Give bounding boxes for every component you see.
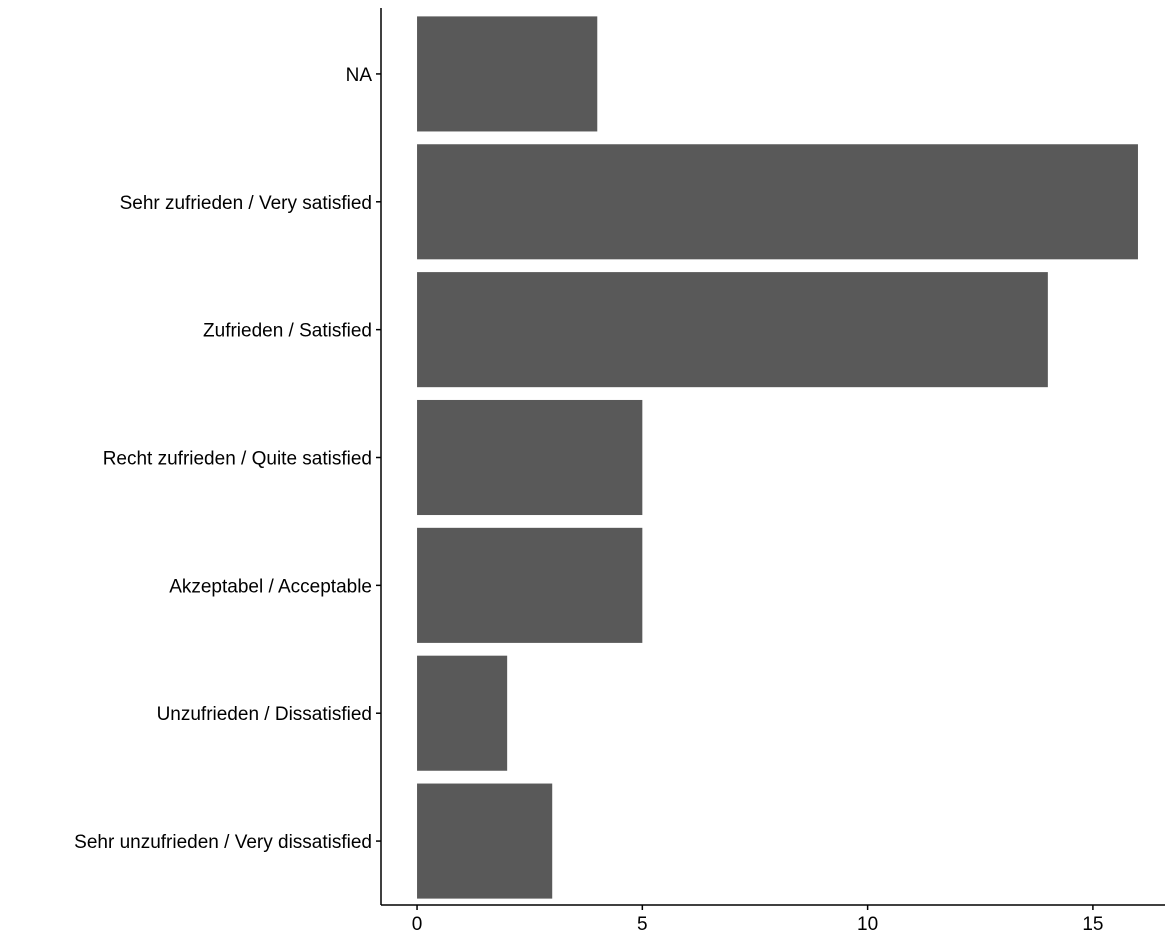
y-tick-label: NA — [346, 65, 373, 86]
x-tick-label: 0 — [412, 914, 423, 935]
x-tick-label: 5 — [637, 914, 648, 935]
x-tick-label: 15 — [1082, 914, 1103, 935]
bar — [417, 527, 643, 643]
bar — [417, 144, 1138, 260]
y-tick-label: Unzufrieden / Dissatisfied — [157, 704, 372, 725]
y-tick-label: Zufrieden / Satisfied — [203, 321, 372, 342]
bars-group — [417, 16, 1138, 899]
y-tick-label: Recht zufrieden / Quite satisfied — [103, 449, 372, 470]
bar — [417, 16, 598, 132]
bar — [417, 783, 553, 899]
y-tick-label: Sehr zufrieden / Very satisfied — [120, 193, 372, 214]
y-axis: NA Sehr zufrieden / Very satisfied Zufried… — [74, 8, 382, 905]
bar — [417, 655, 508, 771]
x-tick-label: 10 — [857, 914, 878, 935]
y-tick-label: Sehr unzufrieden / Very dissatisfied — [74, 832, 372, 853]
bar — [417, 272, 1048, 388]
bar — [417, 399, 643, 516]
y-tick-label: Akzeptabel / Acceptable — [169, 576, 372, 597]
x-axis: 0 5 10 15 — [381, 904, 1165, 935]
